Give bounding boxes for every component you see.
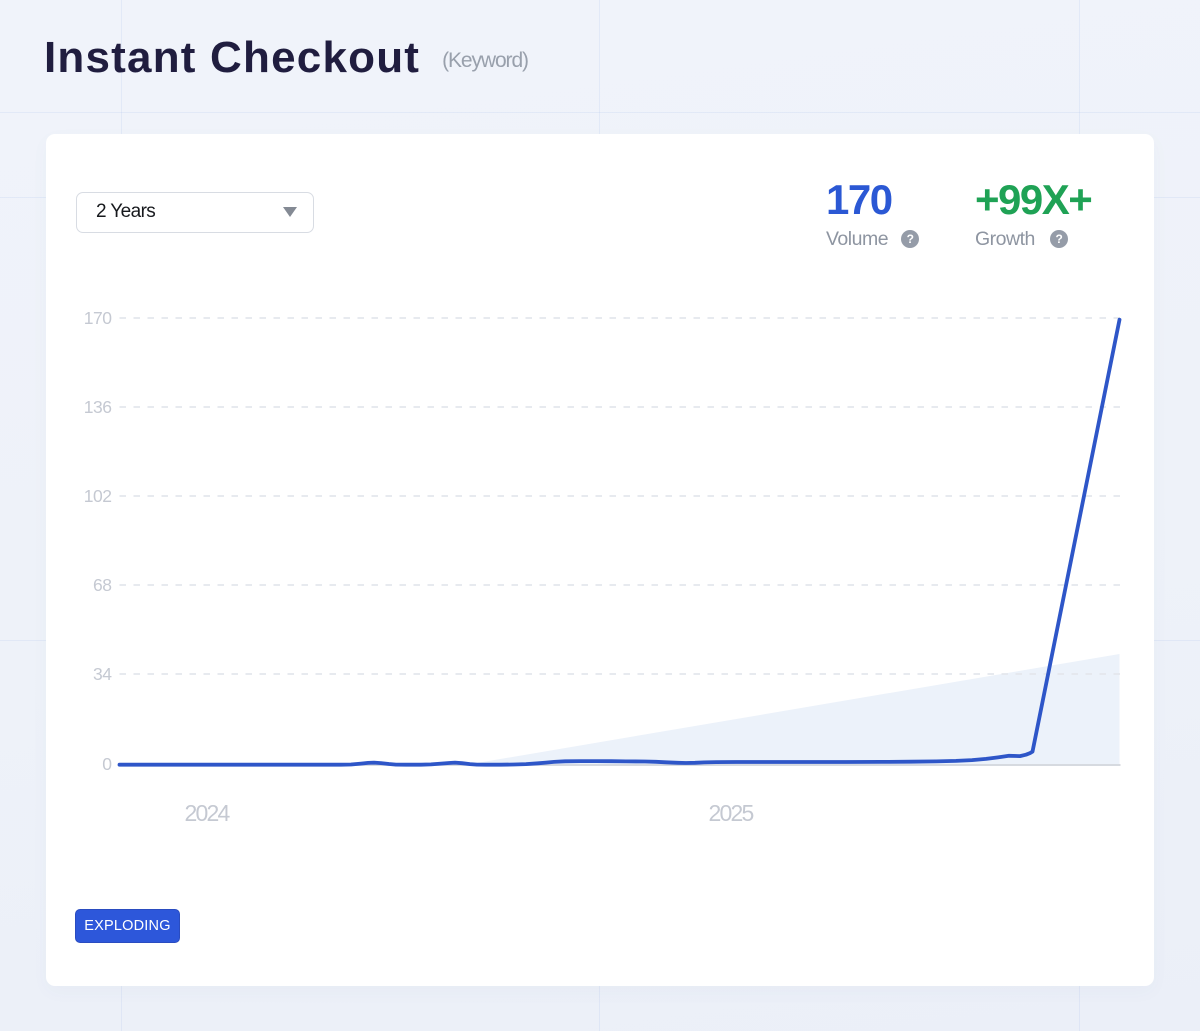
svg-text:34: 34 bbox=[93, 664, 112, 684]
svg-text:68: 68 bbox=[93, 575, 111, 595]
svg-text:136: 136 bbox=[84, 397, 112, 417]
svg-text:170: 170 bbox=[84, 308, 112, 328]
svg-text:2024: 2024 bbox=[185, 800, 231, 826]
svg-text:0: 0 bbox=[102, 754, 112, 774]
svg-text:102: 102 bbox=[84, 486, 112, 506]
svg-text:2025: 2025 bbox=[709, 800, 754, 826]
